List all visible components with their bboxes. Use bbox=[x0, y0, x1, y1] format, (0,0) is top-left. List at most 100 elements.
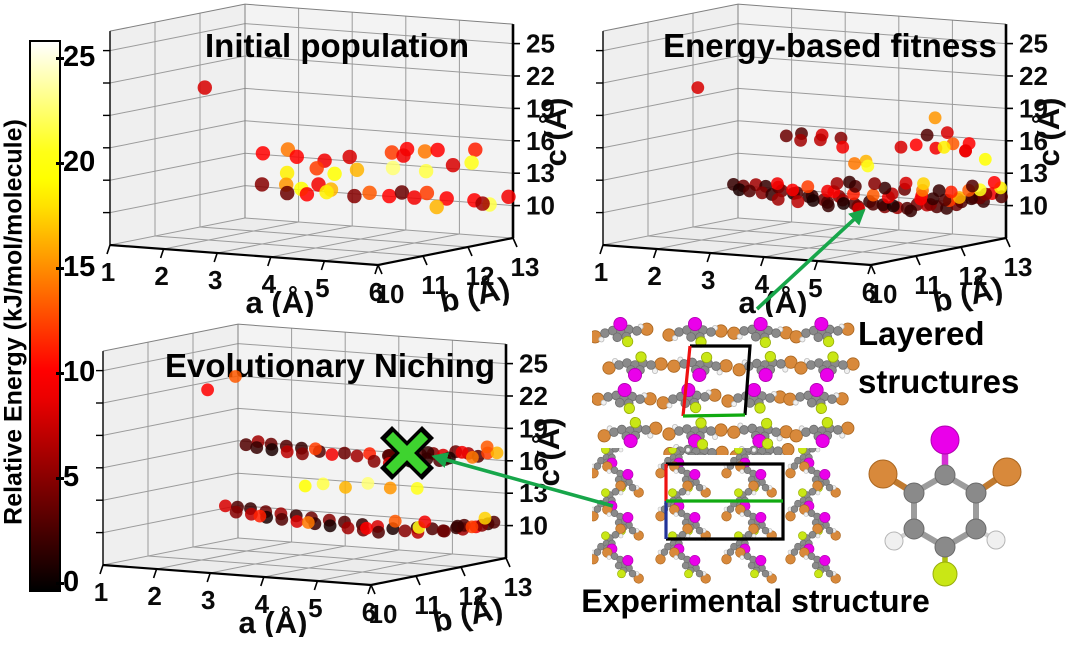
svg-text:4: 4 bbox=[255, 589, 270, 619]
colorbar-tick-mark bbox=[56, 267, 64, 270]
molecule-sprite bbox=[732, 351, 798, 382]
svg-text:22: 22 bbox=[526, 61, 555, 91]
svg-text:10: 10 bbox=[376, 279, 405, 309]
layered-structures-label: Layered structures bbox=[858, 315, 1020, 400]
pane-edges bbox=[109, 3, 514, 218]
plot-energy-based-fitness: 1 2 3 4 5 6 10 11 12 13 10 13 16 19 22 25 a (Å) b (Å) c (Å… bbox=[578, 2, 1078, 320]
plot-initial-population: 1 2 3 4 5 6 10 11 12 13 10 13 16 19 22 25 a (Å) b (Å) c (Å… bbox=[85, 2, 585, 320]
svg-text:12: 12 bbox=[959, 261, 988, 291]
svg-text:c (Å): c (Å) bbox=[531, 418, 566, 487]
molecule-image bbox=[850, 424, 1050, 601]
molecule-sprite bbox=[799, 547, 841, 584]
colorbar bbox=[29, 40, 61, 592]
unit-cell-experimental bbox=[664, 462, 785, 541]
svg-text:10: 10 bbox=[526, 191, 555, 221]
svg-text:6: 6 bbox=[369, 277, 383, 307]
svg-text:6: 6 bbox=[862, 277, 876, 307]
plot-title: Evolutionary Niching bbox=[165, 347, 495, 384]
svg-text:13: 13 bbox=[526, 158, 555, 188]
molecule-sprite bbox=[727, 317, 793, 348]
molecule-sprite bbox=[662, 417, 728, 448]
molecule-sprite bbox=[602, 547, 644, 584]
svg-text:12: 12 bbox=[459, 581, 488, 611]
svg-text:13: 13 bbox=[1019, 158, 1048, 188]
svg-text:13: 13 bbox=[504, 572, 533, 602]
svg-text:c (Å): c (Å) bbox=[538, 98, 573, 167]
molecule-sprite bbox=[794, 351, 860, 382]
scatter-points bbox=[197, 80, 516, 215]
experimental-structure-image bbox=[588, 437, 864, 593]
axes-3d bbox=[110, 4, 513, 265]
svg-text:19: 19 bbox=[1019, 93, 1048, 123]
molecule-sprite bbox=[662, 316, 728, 348]
colorbar-tick-label: 15 bbox=[63, 251, 96, 283]
molecule-sprite bbox=[669, 504, 711, 541]
svg-text:2: 2 bbox=[154, 261, 168, 291]
svg-text:5: 5 bbox=[315, 273, 329, 303]
molecule-sprite bbox=[721, 382, 787, 414]
svg-text:10: 10 bbox=[519, 511, 548, 541]
svg-text:22: 22 bbox=[519, 381, 548, 411]
svg-text:10: 10 bbox=[369, 599, 398, 629]
svg-text:a (Å): a (Å) bbox=[246, 285, 315, 317]
svg-text:19: 19 bbox=[519, 413, 548, 443]
molecule-sprite bbox=[789, 317, 855, 348]
svg-text:3: 3 bbox=[201, 585, 215, 615]
molecule-sprite bbox=[597, 417, 663, 448]
svg-text:4: 4 bbox=[262, 269, 277, 299]
svg-text:13: 13 bbox=[511, 252, 540, 282]
svg-text:16: 16 bbox=[526, 126, 555, 156]
svg-text:1: 1 bbox=[101, 257, 115, 287]
svg-text:10: 10 bbox=[1019, 191, 1048, 221]
molecule-sprite bbox=[667, 351, 733, 382]
axis-spines bbox=[96, 344, 513, 595]
svg-text:3: 3 bbox=[701, 265, 715, 295]
molecule-sprite bbox=[789, 417, 855, 448]
svg-text:11: 11 bbox=[914, 270, 942, 300]
svg-text:25: 25 bbox=[1019, 29, 1048, 59]
molecule-sprite bbox=[588, 523, 626, 565]
experimental-structure-drawing bbox=[588, 437, 841, 584]
plot-title: Energy-based fitness bbox=[663, 27, 997, 64]
axes-3d bbox=[603, 4, 1006, 265]
molecule-sprite bbox=[721, 523, 759, 565]
colorbar-tick-mark bbox=[56, 57, 64, 60]
svg-text:1: 1 bbox=[594, 257, 608, 287]
molecule-drawing bbox=[868, 425, 1022, 587]
svg-text:3: 3 bbox=[208, 265, 222, 295]
svg-text:1: 1 bbox=[94, 577, 108, 607]
layered-structures-drawing bbox=[588, 316, 860, 469]
atoms bbox=[868, 425, 1022, 587]
colorbar-tick-label: 20 bbox=[63, 146, 96, 178]
colorbar-tick-mark bbox=[56, 477, 64, 480]
svg-text:11: 11 bbox=[414, 590, 442, 620]
molecule-sprite bbox=[783, 383, 849, 414]
svg-text:6: 6 bbox=[362, 597, 376, 627]
svg-text:13: 13 bbox=[1004, 252, 1033, 282]
colorbar-tick-mark bbox=[56, 372, 64, 375]
unit-cell-layered bbox=[681, 344, 752, 418]
svg-text:11: 11 bbox=[421, 270, 449, 300]
molecule-sprite bbox=[785, 480, 823, 522]
molecule-sprite bbox=[591, 383, 657, 414]
colorbar-label: Relative Energy (kJ/mol/molecule) bbox=[0, 119, 28, 525]
svg-text:2: 2 bbox=[147, 581, 161, 611]
molecule-sprite bbox=[727, 417, 793, 448]
svg-text:16: 16 bbox=[1019, 126, 1048, 156]
molecule-sprite bbox=[588, 317, 654, 348]
svg-text:c (Å): c (Å) bbox=[1031, 98, 1066, 167]
colorbar-tick-label: 5 bbox=[63, 461, 80, 493]
svg-text:2: 2 bbox=[647, 261, 661, 291]
svg-text:19: 19 bbox=[526, 93, 555, 123]
svg-text:10: 10 bbox=[869, 279, 898, 309]
colorbar-tick-mark bbox=[56, 162, 64, 165]
svg-text:25: 25 bbox=[519, 349, 548, 379]
plot-evolutionary-niching: 1 2 3 4 5 6 10 11 12 13 10 13 16 19 22 25 a (Å) b (Å) c (Å… bbox=[78, 322, 578, 640]
molecule-sprite bbox=[602, 351, 668, 382]
experimental-structure-label: Experimental structure bbox=[581, 583, 930, 619]
